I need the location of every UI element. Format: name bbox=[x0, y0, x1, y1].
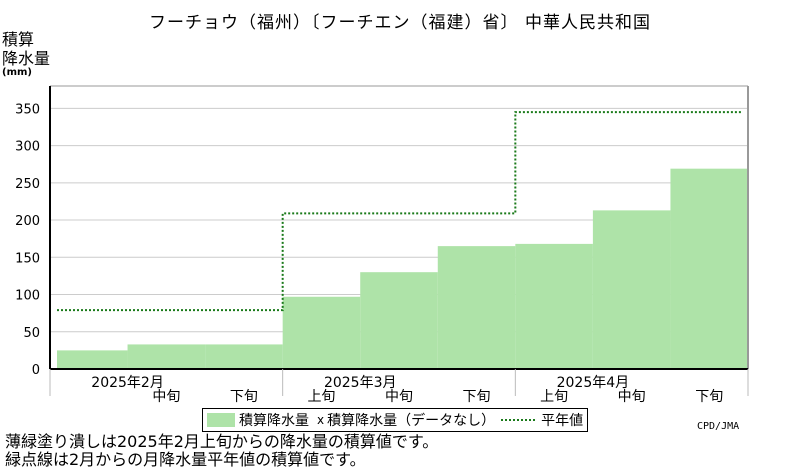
note-fill: 薄緑塗り潰しは2025年2月上旬からの降水量の積算値です。 bbox=[5, 432, 439, 451]
precip-bar-4 bbox=[360, 272, 438, 369]
credit: CPD/JMA bbox=[697, 421, 740, 432]
y-axis-label: 積算 降水量 (mm) bbox=[2, 30, 50, 78]
legend-label-normal: 平年値 bbox=[541, 413, 584, 429]
precip-bar-2 bbox=[205, 344, 283, 369]
chart-title: フーチョウ（福州）〔フーチエン（福建）省〕 中華人民共和国 bbox=[149, 13, 651, 33]
precip-bar-3 bbox=[282, 296, 361, 369]
precip-bar-0 bbox=[57, 350, 128, 369]
precip-bar-1 bbox=[127, 344, 206, 369]
y-axis-label-line1: 積算 bbox=[2, 30, 35, 49]
y-tick-label-6: 300 bbox=[15, 140, 40, 155]
y-tick-label-1: 50 bbox=[23, 326, 40, 341]
legend-swatch-precip bbox=[207, 413, 235, 427]
y-axis-label-line2: 降水量 bbox=[2, 49, 51, 68]
x-month-label-2: 2025年4月 bbox=[557, 375, 630, 391]
y-tick-label-2: 100 bbox=[15, 289, 40, 304]
y-axis-unit: (mm) bbox=[2, 67, 32, 78]
x-dekad-label-1: 下旬 bbox=[230, 389, 258, 405]
y-tick-label-0: 0 bbox=[32, 363, 40, 378]
precip-bar-5 bbox=[437, 246, 516, 369]
x-month-label-0: 2025年2月 bbox=[91, 375, 164, 391]
legend-label-precip: 積算降水量 bbox=[239, 413, 309, 429]
x-month-label-1: 2025年3月 bbox=[324, 375, 397, 391]
precip-bar-6 bbox=[515, 243, 593, 369]
x-dekad-label-2: 上旬 bbox=[307, 389, 335, 405]
x-dekad-label-4: 下旬 bbox=[463, 389, 491, 405]
x-dekad-label-5: 上旬 bbox=[540, 389, 568, 405]
legend-missing-marker-icon: x bbox=[317, 413, 325, 427]
precip-bar-8 bbox=[670, 168, 748, 369]
x-dekad-label-6: 中旬 bbox=[618, 389, 646, 405]
legend-swatch-normal bbox=[501, 419, 536, 421]
x-dekad-label-3: 中旬 bbox=[385, 389, 413, 405]
legend: 積算降水量 x 積算降水量（データなし） 平年値 bbox=[202, 408, 589, 432]
y-tick-label-7: 350 bbox=[15, 102, 40, 117]
legend-label-missing: 積算降水量（データなし） bbox=[327, 413, 496, 429]
x-dekad-label-0: 中旬 bbox=[152, 389, 180, 405]
note-dotted: 緑点線は2月からの月降水量平年値の積算値です。 bbox=[5, 450, 366, 469]
x-dekad-label-7: 下旬 bbox=[695, 389, 723, 405]
y-tick-label-3: 150 bbox=[15, 251, 40, 266]
precip-bar-7 bbox=[592, 210, 671, 369]
y-tick-label-4: 200 bbox=[15, 214, 40, 229]
y-tick-label-5: 250 bbox=[15, 177, 40, 192]
